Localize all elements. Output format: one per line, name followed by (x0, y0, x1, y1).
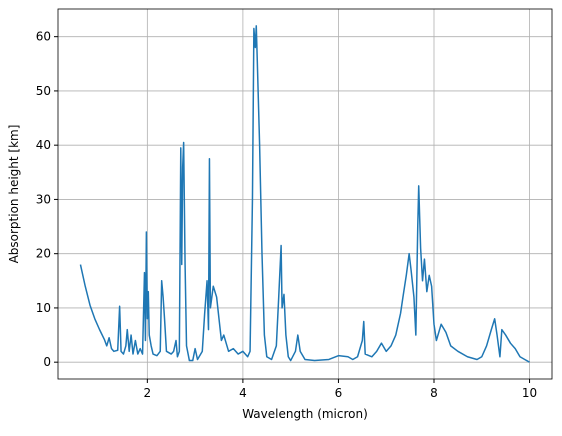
y-axis-label: Absorption height [km] (7, 125, 21, 264)
y-tick-label: 20 (36, 247, 51, 261)
y-tick-label: 50 (36, 84, 51, 98)
x-tick-label: 6 (335, 386, 343, 400)
x-tick-label: 4 (239, 386, 247, 400)
y-tick-label: 30 (36, 192, 51, 206)
x-tick-label: 2 (144, 386, 152, 400)
x-tick-label: 10 (522, 386, 537, 400)
plot-frame (57, 8, 553, 380)
x-tick-label: 8 (430, 386, 438, 400)
data-line (79, 25, 530, 363)
y-tick-label: 10 (36, 301, 51, 315)
x-axis-label: Wavelength (micron) (242, 407, 368, 421)
y-tick-label: 60 (36, 30, 51, 44)
y-tick-label: 40 (36, 138, 51, 152)
y-tick-label: 0 (43, 355, 51, 369)
